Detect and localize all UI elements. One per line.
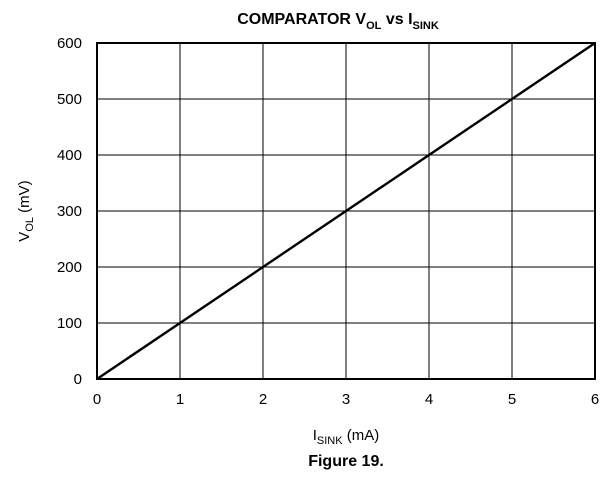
x-tick-label: 5	[508, 391, 516, 408]
x-axis-label-rest: (mA)	[343, 427, 380, 444]
data-point	[179, 322, 181, 324]
data-point	[428, 154, 430, 156]
y-axis-label: VOL (mV)	[16, 180, 36, 241]
chart-title-sub2: SINK	[413, 20, 439, 32]
x-tick-label: 4	[425, 391, 433, 408]
x-axis-label-main: I	[313, 427, 317, 444]
y-tick-label: 400	[57, 147, 82, 164]
x-axis-label-sub: SINK	[317, 435, 343, 447]
x-tick-label: 1	[176, 391, 184, 408]
chart-title-mid: vs I	[381, 11, 412, 28]
x-tick-label: 3	[342, 391, 350, 408]
chart-title: COMPARATOR VOL vs ISINK	[237, 11, 439, 32]
y-axis-label-main: V	[16, 232, 33, 242]
y-axis-label-sub: OL	[24, 217, 36, 232]
y-tick-label: 500	[57, 91, 82, 108]
data-point	[511, 98, 513, 100]
chart-title-main: COMPARATOR V	[237, 11, 366, 28]
y-tick-label: 600	[57, 35, 82, 52]
data-point	[262, 266, 264, 268]
y-tick-label: 0	[74, 371, 82, 388]
x-tick-label: 2	[259, 391, 267, 408]
chart-title-sub1: OL	[366, 20, 382, 32]
x-axis-label: ISINK (mA)	[313, 427, 380, 447]
tick-labels: 0 1 2 3 4 5 6 0 100 200 300 400 500 600	[57, 35, 599, 408]
figure-caption: Figure 19.	[308, 453, 384, 470]
y-axis-label-rest: (mV)	[16, 180, 33, 217]
x-tick-label: 0	[93, 391, 101, 408]
y-tick-label: 200	[57, 259, 82, 276]
y-tick-label: 300	[57, 203, 82, 220]
x-tick-label: 6	[591, 391, 599, 408]
data-point	[345, 210, 347, 212]
plot-area-frame	[96, 42, 596, 380]
y-tick-label: 100	[57, 315, 82, 332]
